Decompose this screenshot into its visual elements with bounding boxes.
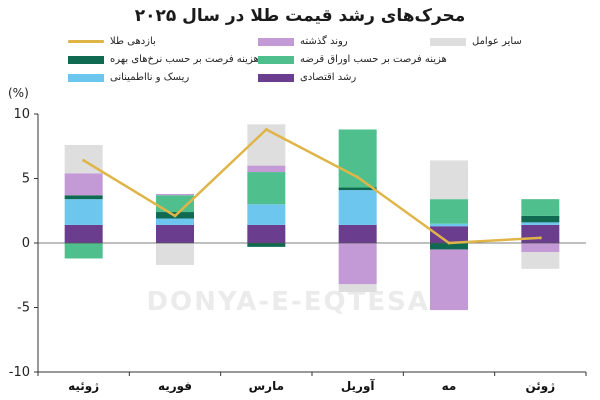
x-tick-label: ژوئن (525, 379, 555, 394)
gold-return-point (538, 236, 542, 240)
y-tick-label: 0 (22, 236, 30, 251)
bar-segment-bonds (521, 199, 560, 216)
legend-line-swatch (68, 40, 104, 43)
legend-swatch (68, 55, 104, 64)
bar-segment-growth (521, 224, 560, 243)
bar-segment-bonds (247, 172, 286, 205)
bar-segment-bonds (430, 199, 468, 224)
legend: بازدهی طلا روند گذشته سایر عوامل هزینه ف… (0, 34, 600, 100)
bar-segment-momentum (521, 243, 560, 253)
legend-swatch (68, 73, 104, 82)
legend-label: روند گذشته (300, 36, 348, 47)
legend-item-momentum: روند گذشته (258, 36, 348, 47)
legend-label: هزینه فرصت بر حسب نرخ‌های بهره (110, 54, 259, 65)
bar-segment-momentum (430, 249, 468, 311)
legend-swatch (258, 55, 294, 64)
gold-return-point (356, 175, 360, 179)
bar-segment-other (156, 243, 194, 265)
bar-segment-rates (430, 243, 468, 250)
x-tick-label: آوریل (341, 378, 376, 394)
legend-swatch (258, 73, 294, 82)
bar-segment-risk (64, 199, 103, 225)
gold-return-point (447, 241, 451, 245)
legend-item-risk: ریسک و نااطمینانی (68, 72, 189, 83)
y-tick-label: -10 (9, 365, 30, 380)
legend-label: ریسک و نااطمینانی (110, 72, 190, 83)
x-tick-label: مه (442, 379, 457, 393)
bar-segment-momentum (247, 165, 286, 173)
bar-segment-growth (430, 226, 468, 243)
x-tick-label: فوریه (158, 379, 192, 394)
bar-segment-risk (521, 222, 560, 225)
bar-segment-momentum (64, 173, 103, 196)
gold-return-line (83, 128, 541, 245)
legend-swatch (258, 37, 294, 46)
x-tick-label: مارس (249, 379, 284, 393)
bar-segment-other (521, 252, 560, 269)
bar-segment-other (430, 160, 468, 200)
legend-item-other: سایر عوامل (430, 36, 522, 47)
chart-title: محرک‌های رشد قیمت طلا در سال ۲۰۲۵ (134, 6, 466, 26)
legend-item-gold-return: بازدهی طلا (68, 36, 156, 47)
legend-item-growth: رشد اقتصادی (258, 72, 356, 83)
bar-segment-growth (338, 224, 377, 243)
watermark: DONYA-E-EQTESAD (146, 287, 453, 317)
bar-segment-rates (64, 195, 103, 200)
bar-segment-rates (247, 243, 286, 247)
y-axis-unit: (%) (8, 86, 29, 100)
y-tick-label: -5 (17, 301, 30, 316)
bar-segment-risk (156, 218, 194, 225)
bar-segment-growth (64, 224, 103, 243)
bar-segment-rates (521, 215, 560, 223)
legend-label: بازدهی طلا (110, 36, 156, 47)
bar-segment-rates (338, 187, 377, 191)
y-tick-label: 10 (13, 107, 30, 122)
gold-return-point (173, 214, 177, 218)
bar-segment-momentum (338, 243, 377, 285)
gold-return-point (82, 158, 86, 162)
bar-segment-growth (247, 224, 286, 243)
bar-segment-growth (156, 224, 194, 243)
bar-segment-other (338, 284, 377, 293)
bar-segment-risk (338, 190, 377, 225)
legend-label: رشد اقتصادی (300, 72, 357, 83)
bar-segment-bonds (64, 243, 103, 259)
gold-return-point (264, 127, 268, 131)
legend-item-rates: هزینه فرصت بر حسب نرخ‌های بهره (68, 54, 259, 65)
bar-segment-risk (430, 223, 468, 227)
legend-swatch (430, 37, 466, 46)
legend-label: سایر عوامل (472, 36, 522, 47)
legend-item-bonds: هزینه فرصت بر حسب اوراق قرضه (258, 54, 447, 65)
x-tick-label: ژوئیه (68, 379, 99, 394)
legend-label: هزینه فرصت بر حسب اوراق قرضه (300, 54, 447, 65)
bar-segment-momentum (156, 193, 194, 196)
bar-segment-risk (247, 204, 286, 225)
bar-segment-bonds (338, 129, 377, 188)
y-tick-label: 5 (22, 172, 30, 187)
